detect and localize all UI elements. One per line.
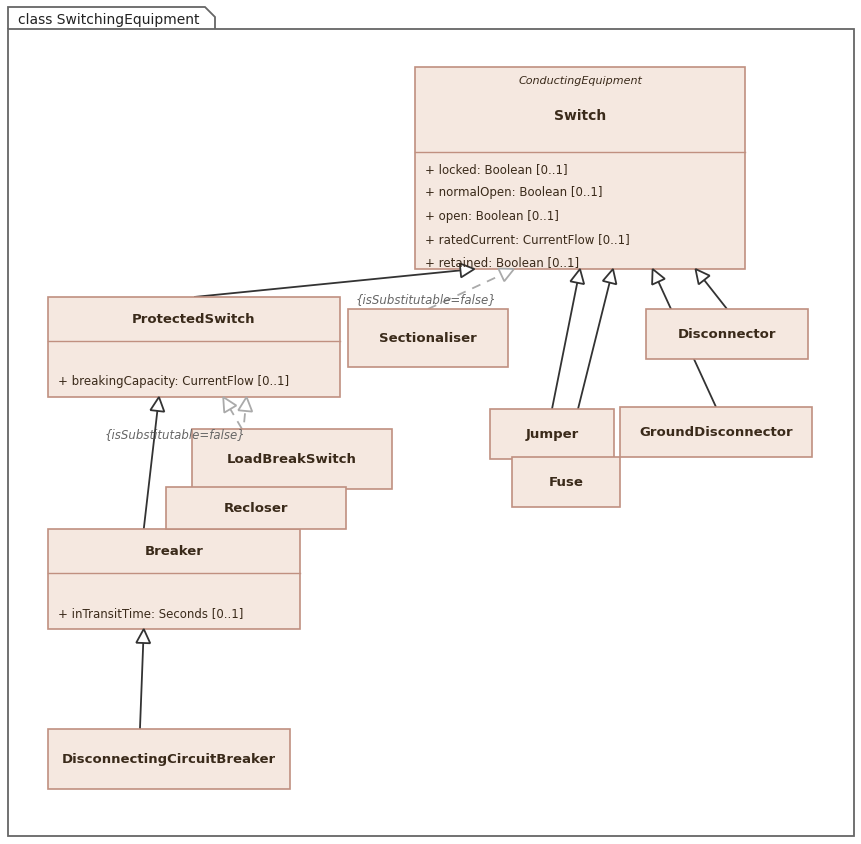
Text: ConductingEquipment: ConductingEquipment <box>517 76 641 86</box>
Text: + inTransitTime: Seconds [0..1]: + inTransitTime: Seconds [0..1] <box>58 606 243 619</box>
Polygon shape <box>570 270 584 284</box>
Text: Fuse: Fuse <box>548 476 583 489</box>
Text: ProtectedSwitch: ProtectedSwitch <box>132 313 256 326</box>
Text: + locked: Boolean [0..1]: + locked: Boolean [0..1] <box>424 163 567 176</box>
Polygon shape <box>223 398 236 413</box>
Polygon shape <box>602 270 616 285</box>
Polygon shape <box>695 270 709 285</box>
Text: + normalOpen: Boolean [0..1]: + normalOpen: Boolean [0..1] <box>424 186 602 199</box>
Text: DisconnectingCircuitBreaker: DisconnectingCircuitBreaker <box>62 753 276 766</box>
Text: + retained: Boolean [0..1]: + retained: Boolean [0..1] <box>424 257 579 269</box>
Text: Sectionaliser: Sectionaliser <box>379 332 476 345</box>
Bar <box>192 430 392 490</box>
Polygon shape <box>150 398 164 412</box>
Text: Disconnector: Disconnector <box>677 328 776 341</box>
Text: Jumper: Jumper <box>524 428 578 441</box>
Text: Switch: Switch <box>554 109 605 123</box>
Bar <box>489 409 613 459</box>
Polygon shape <box>238 398 252 412</box>
Text: Breaker: Breaker <box>145 545 203 558</box>
Bar <box>48 529 300 630</box>
Polygon shape <box>136 630 150 643</box>
Bar <box>348 310 507 368</box>
Bar <box>619 408 811 457</box>
Bar <box>166 488 345 529</box>
Text: Recloser: Recloser <box>224 502 288 515</box>
Text: LoadBreakSwitch: LoadBreakSwitch <box>226 453 356 466</box>
Bar <box>511 457 619 507</box>
Bar <box>48 729 289 789</box>
Text: + open: Boolean [0..1]: + open: Boolean [0..1] <box>424 209 558 222</box>
Text: + breakingCapacity: CurrentFlow [0..1]: + breakingCapacity: CurrentFlow [0..1] <box>58 374 288 387</box>
Polygon shape <box>459 264 474 278</box>
Text: {isSubstitutable=false}: {isSubstitutable=false} <box>356 293 496 306</box>
Polygon shape <box>498 269 513 282</box>
Polygon shape <box>651 270 664 285</box>
Text: class SwitchingEquipment: class SwitchingEquipment <box>18 13 199 27</box>
Text: {isSubstitutable=false}: {isSubstitutable=false} <box>105 428 245 441</box>
Text: GroundDisconnector: GroundDisconnector <box>639 426 792 439</box>
Bar <box>414 68 744 270</box>
Bar <box>48 298 339 398</box>
Bar <box>645 310 807 360</box>
Text: + ratedCurrent: CurrentFlow [0..1]: + ratedCurrent: CurrentFlow [0..1] <box>424 233 629 246</box>
